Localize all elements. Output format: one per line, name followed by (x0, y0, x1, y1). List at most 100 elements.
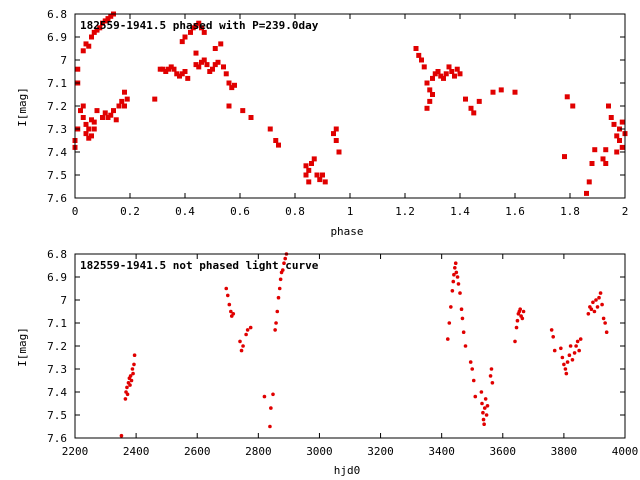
phased-data-point (78, 108, 83, 114)
phased-data-point (193, 23, 199, 28)
phased-data-point (232, 82, 237, 88)
unphased-data-point (131, 371, 135, 376)
phased-data-point (421, 64, 427, 70)
phased-data-point (317, 177, 323, 183)
unphased-data-point (600, 302, 604, 307)
unphased-data-point (589, 307, 594, 312)
phased-data-point (273, 138, 279, 143)
unphased-y-tick-label: 7.1 (47, 317, 67, 330)
phased-data-point (471, 110, 477, 116)
unphased-data-point (601, 316, 606, 321)
phased-data-point (75, 66, 81, 72)
phased-data-point (619, 144, 625, 150)
unphased-x-tick-label: 2600 (184, 445, 211, 458)
unphased-data-point (483, 397, 488, 401)
unphased-plot-frame (74, 253, 626, 439)
phased-data-point (185, 75, 191, 81)
unphased-data-point (271, 392, 275, 397)
unphased-data-point (463, 344, 468, 348)
phased-data-point (226, 103, 232, 109)
phased-x-tick-label: 1.2 (395, 205, 415, 218)
unphased-data-point (245, 328, 250, 332)
phased-data-point (490, 89, 496, 95)
phased-data-point (424, 105, 430, 111)
phased-data-point (619, 119, 625, 125)
phased-data-point (413, 46, 419, 51)
phased-data-point (152, 96, 158, 102)
unphased-data-point (513, 339, 517, 344)
phased-data-point (592, 147, 598, 153)
unphased-data-point (461, 330, 466, 335)
phased-data-point (309, 161, 314, 166)
phased-data-point (199, 59, 204, 65)
unphased-data-point (468, 360, 473, 364)
unphased-data-point (451, 279, 456, 284)
phased-y-tick-label: 7.6 (47, 192, 67, 205)
phased-x-tick-label: 0.2 (120, 205, 140, 218)
phased-data-point (333, 126, 339, 132)
phased-data-point (562, 154, 567, 160)
phased-data-point (86, 43, 92, 49)
phased-data-point (111, 108, 116, 114)
unphased-data-point (565, 360, 570, 364)
phased-data-point (320, 172, 325, 178)
phased-data-point (105, 16, 111, 22)
unphased-x-tick-label: 3200 (367, 445, 394, 458)
unphased-data-point (520, 316, 525, 321)
unphased-data-point (604, 330, 609, 335)
unphased-y-tick-label: 7.4 (47, 386, 67, 399)
phased-data-point (331, 131, 336, 137)
unphased-data-point (598, 291, 603, 295)
phased-data-point (193, 50, 199, 56)
unphased-data-point (574, 344, 578, 348)
phased-data-point (606, 103, 611, 109)
phased-data-point (586, 179, 592, 185)
unphased-data-point (238, 339, 242, 344)
unphased-y-tick-label: 6.9 (47, 271, 67, 284)
phased-data-point (177, 73, 182, 79)
unphased-data-point (595, 305, 600, 309)
unphased-data-point (277, 286, 282, 291)
phased-data-point (443, 71, 449, 77)
unphased-data-point (274, 321, 278, 325)
phased-data-point (188, 29, 193, 35)
unphased-data-point (241, 344, 245, 348)
unphased-x-tick-label: 3400 (428, 445, 455, 458)
unphased-y-tick-label: 7.5 (47, 409, 67, 422)
unphased-data-point (125, 392, 130, 397)
phased-data-point (212, 62, 218, 68)
unphased-data-point (515, 318, 520, 323)
phased-x-tick-label: 1.4 (450, 205, 470, 218)
phased-data-point (432, 71, 438, 77)
unphased-data-point (586, 312, 591, 316)
phased-data-point (190, 25, 196, 31)
phased-data-point (476, 98, 482, 104)
phased-data-point (113, 117, 119, 123)
phased-data-point (584, 190, 589, 196)
phased-data-point (240, 108, 246, 114)
unphased-data-point (597, 295, 601, 300)
phased-axis-ticks: 0 0.2 0.4 0.6 0.8 1 1.2 1.4 1.6 1.8 2 6.8 6.9 7 7.1 7.2… (47, 8, 628, 218)
phased-data-point (603, 161, 609, 166)
phased-data-point (570, 103, 576, 109)
phased-x-tick-label: 0.8 (285, 205, 305, 218)
phased-data-point (438, 73, 444, 79)
unphased-data-point (562, 362, 566, 367)
unphased-data-point (521, 309, 526, 314)
phased-data-point (336, 149, 342, 155)
phased-x-tick-label: 2 (622, 205, 629, 218)
unphased-data-point (125, 385, 129, 390)
unphased-data-point (482, 406, 487, 410)
phased-x-tick-label: 1.8 (560, 205, 580, 218)
phased-data-point (427, 98, 433, 104)
phased-data-point (210, 66, 215, 72)
unphased-data-point (481, 410, 485, 415)
phased-data-point (91, 29, 97, 35)
unphased-x-tick-label: 3000 (306, 445, 333, 458)
unphased-data-point (282, 261, 286, 266)
unphased-data-point (248, 325, 253, 330)
phased-data-point (179, 71, 185, 77)
unphased-data-point (481, 417, 486, 422)
phased-y-tick-label: 7.3 (47, 123, 67, 136)
